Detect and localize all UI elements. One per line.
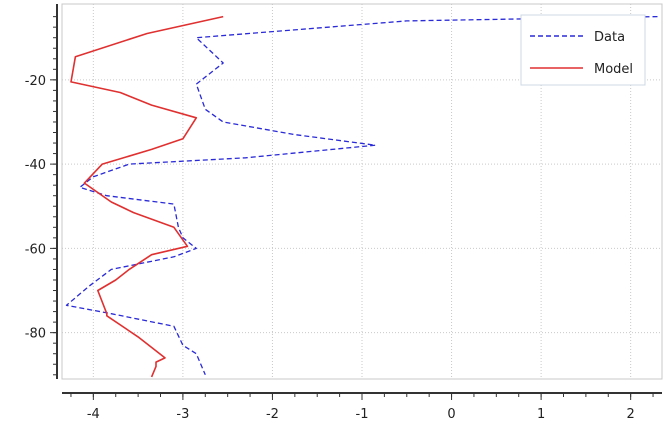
ticks: -4 -3 -2 -1 0 1 2 -20 -40 -60 -80 xyxy=(25,16,654,422)
grid xyxy=(62,4,662,379)
legend-label-data: Data xyxy=(594,30,625,45)
x-tick-label: -1 xyxy=(356,407,369,422)
legend-label-model: Model xyxy=(594,62,633,77)
x-tick-label: 2 xyxy=(627,407,635,422)
legend-box xyxy=(520,14,646,86)
legend: Data Model xyxy=(520,14,646,86)
series-line-data xyxy=(65,15,658,376)
x-tick-label: -3 xyxy=(176,407,189,422)
y-tick-label: -60 xyxy=(25,242,46,257)
y-tick-label: -80 xyxy=(25,327,46,342)
x-tick-label: 1 xyxy=(537,407,545,422)
series-layer xyxy=(65,15,658,378)
x-tick-label: 0 xyxy=(447,407,455,422)
y-tick-label: -20 xyxy=(25,74,46,89)
x-tick-label: -4 xyxy=(87,407,100,422)
series-line-model xyxy=(70,15,224,378)
x-tick-label: -2 xyxy=(266,407,279,422)
y-tick-label: -40 xyxy=(25,158,46,173)
